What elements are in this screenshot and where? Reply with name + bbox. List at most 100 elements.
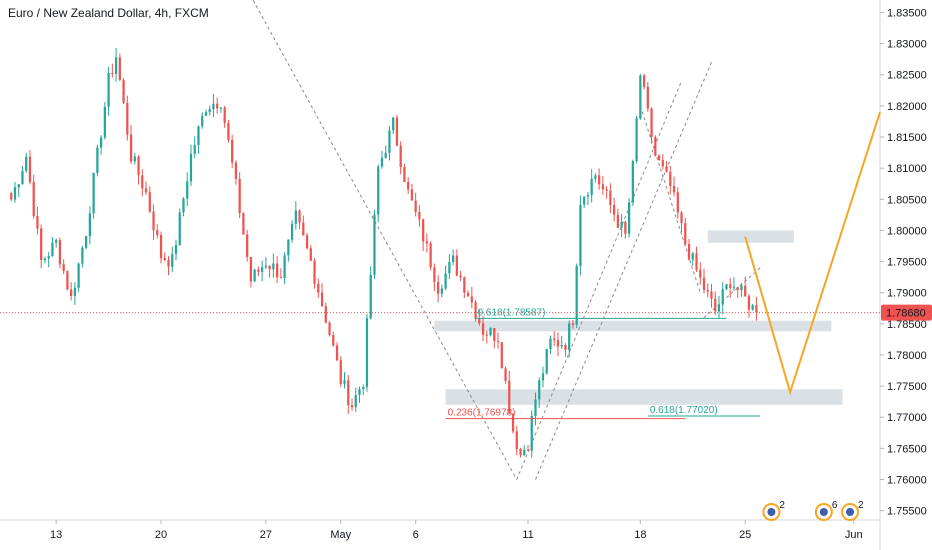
dashed-trend-line [703,267,761,318]
candle-up [43,258,47,260]
chart-title: Euro / New Zealand Dollar, 4h, FXCM [8,6,209,20]
candle-down [657,155,661,160]
candle-up [133,156,136,162]
price-tick-label: 1.83500 [887,7,927,19]
candle-down [156,230,159,236]
candle-down [478,318,481,324]
candle-down [661,159,664,167]
dashed-trend-line [252,0,518,480]
candle-down [399,145,402,168]
candle-up [290,223,294,240]
candle-up [47,255,50,259]
candle-down [699,269,702,278]
event-count: 2 [779,500,785,511]
candle-up [538,380,541,400]
candle-down [744,285,747,297]
candle-down [66,270,69,290]
fib-level-label: 0.618(1.78587) [478,307,546,318]
candle-down [275,263,279,278]
price-tick-label: 1.80000 [887,225,927,237]
candle-up [380,157,384,167]
candle-down [710,291,713,299]
event-count: 2 [858,500,864,511]
candle-up [388,130,391,153]
candle-down [58,240,62,265]
candle-up [77,263,80,288]
candle-down [305,235,309,249]
fib-level-label: 0.618(1.77020) [650,405,718,416]
candle-up [85,236,88,248]
candle-down [122,80,125,103]
candle-up [590,178,593,196]
candle-down [684,223,687,244]
price-tick-label: 1.83000 [887,39,927,51]
candle-down [126,102,129,135]
candle-down [324,306,327,323]
candle-down [339,360,342,384]
candle-down [152,211,155,231]
dashed-trend-line [516,80,682,480]
candle-down [32,182,35,216]
candle-down [598,175,601,185]
candle-up [530,415,533,451]
candle-down [504,368,507,381]
candle-up [21,171,24,185]
candle-up [51,242,54,256]
candle-up [523,449,526,455]
candle-down [687,243,691,260]
candle-down [564,344,567,350]
candle-down [279,277,282,279]
projection-path [744,111,881,396]
candle-down [481,323,485,335]
time-tick-label: Jun [845,529,863,541]
candle-down [395,117,399,146]
candle-down [519,448,522,455]
candle-down [680,212,683,224]
candle-down [654,136,657,156]
candle-up [732,287,736,289]
candle-up [448,262,451,274]
event-icon-inner [846,508,855,516]
candle-up [197,126,200,145]
price-tick-label: 1.82500 [887,70,927,82]
candle-up [534,399,537,416]
candle-down [455,255,458,276]
candle-up [451,255,455,263]
candle-down [335,345,339,361]
time-tick-label: 27 [260,529,272,541]
price-tick-label: 1.78500 [887,319,927,331]
candle-down [755,305,758,313]
event-icon-inner [819,508,828,516]
candle-down [418,212,421,220]
price-tick-label: 1.79500 [887,257,927,269]
last-price-tag [881,304,932,321]
candle-up [725,284,728,290]
candle-up [717,304,721,312]
candle-up [264,265,267,268]
price-tick-label: 1.76500 [887,443,927,455]
candle-down [159,235,163,258]
candle-up [583,196,586,205]
candle-down [332,335,335,346]
price-tick-label: 1.80500 [887,194,927,206]
support-zone [445,389,843,405]
time-tick-label: 13 [50,529,62,541]
candle-down [328,322,331,336]
candle-up [103,106,106,138]
candle-down [747,296,751,310]
candle-down [609,190,612,206]
candle-up [631,161,634,203]
candle-up [489,328,492,336]
price-tick-label: 1.77500 [887,381,927,393]
candle-down [148,192,151,212]
candle-up [81,247,84,264]
time-tick-label: May [330,529,351,541]
candle-up [384,152,387,158]
candle-down [309,248,312,261]
candle-down [665,166,668,172]
candle-down [347,380,350,406]
candle-up [294,210,297,224]
candle-down [36,215,39,229]
candle-down [511,413,515,432]
